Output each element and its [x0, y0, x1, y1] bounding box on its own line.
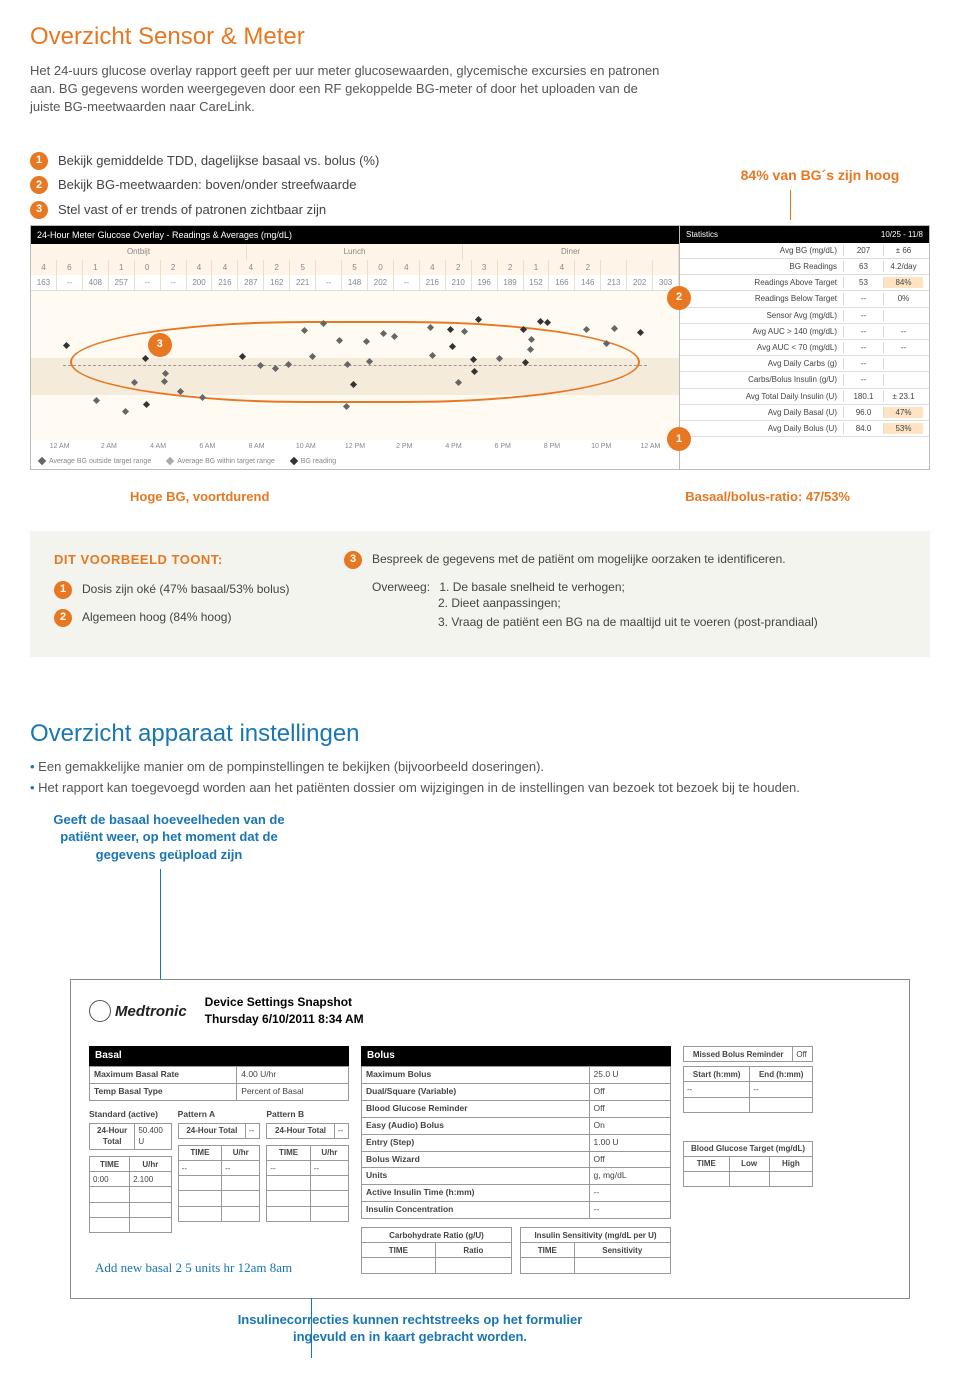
toont-title: DIT VOORBEELD TOONT:: [54, 551, 314, 569]
toont-2: Algemeen hoog (84% hoog): [82, 609, 231, 626]
footer-callout: Insulinecorrecties kunnen rechtstreeks o…: [230, 1311, 590, 1346]
chart-x-axis: 12 AM2 AM4 AM6 AM8 AM10 AM12 PM2 PM4 PM6…: [31, 440, 679, 454]
example-box: DIT VOORBEELD TOONT: 1Dosis zijn oké (47…: [30, 531, 930, 657]
over-2: 2. Dieet aanpassingen;: [438, 595, 906, 612]
bullet-3: Stel vast of er trends of patronen zicht…: [58, 201, 326, 219]
callout-line: [790, 190, 791, 220]
annot-ratio: Basaal/bolus-ratio: 47/53%: [685, 488, 850, 506]
section1-bullets: 1 Bekijk gemiddelde TDD, dagelijkse basaa…: [30, 152, 650, 225]
callout-84pct: 84% van BG´s zijn hoog: [710, 166, 930, 186]
basal-column: Basal Maximum Basal Rate4.00 U/hr Temp B…: [89, 1046, 349, 1233]
blue-connector-down: [160, 869, 161, 979]
chart-avg-row: 163--408257----200216287162221--148202--…: [31, 275, 679, 290]
device-settings-panel: Medtronic Device Settings Snapshot Thurs…: [70, 979, 910, 1298]
chart-marker-2: 2: [667, 286, 691, 310]
over-3: 3. Vraag de patiënt een BG na de maaltij…: [438, 614, 906, 631]
s2-li-1: Een gemakkelijke manier om de pompinstel…: [30, 758, 930, 776]
medtronic-logo: Medtronic: [89, 1000, 187, 1022]
badge-3: 3: [30, 201, 48, 219]
section2-bullets: Een gemakkelijke manier om de pompinstel…: [30, 758, 930, 796]
chart-marker-3: 3: [148, 333, 172, 357]
chart-readings-row: 461102444255044232142: [31, 260, 679, 275]
blue-connector-up: [311, 1298, 312, 1358]
bullet-2: Bekijk BG-meetwaarden: boven/onder stree…: [58, 176, 356, 194]
bolus-column: Bolus Maximum Bolus25.0 UDual/Square (Va…: [361, 1046, 671, 1274]
right-column: Missed Bolus ReminderOff Start (h:mm)End…: [683, 1046, 813, 1187]
dev-title: Device Settings Snapshot: [205, 994, 364, 1011]
statistics-panel: Statistics10/25 - 11/8 Avg BG (mg/dL)207…: [679, 226, 929, 470]
chart-legend: Average BG outside target range Average …: [31, 454, 679, 470]
chart-title: 24-Hour Meter Glucose Overlay - Readings…: [31, 226, 679, 245]
handwritten-note: Add new basal 2 5 units hr 12am 8am: [95, 1259, 292, 1277]
s2-li-2: Het rapport kan toegevoegd worden aan he…: [30, 779, 930, 797]
section2-title: Overzicht apparaat instellingen: [30, 717, 930, 751]
overweeg-label: Overweeg:: [372, 580, 430, 594]
chart-body: 3: [31, 290, 679, 440]
section1-title: Overzicht Sensor & Meter: [30, 20, 930, 54]
toont-3: Bespreek de gegevens met de patiënt om m…: [372, 551, 786, 568]
toont-1: Dosis zijn oké (47% basaal/53% bolus): [82, 581, 289, 598]
section1-intro: Het 24-uurs glucose overlay rapport geef…: [30, 62, 670, 117]
badge-2: 2: [30, 176, 48, 194]
annot-hoge-bg: Hoge BG, voortdurend: [130, 488, 269, 506]
over-1: 1. De basale snelheid te verhogen;: [439, 580, 624, 594]
basaal-callout: Geeft de basaal hoeveelheden van de pati…: [34, 811, 304, 864]
chart-meal-row: Ontbijt Lunch Diner: [31, 244, 679, 259]
dev-subtitle: Thursday 6/10/2011 8:34 AM: [205, 1011, 364, 1028]
bullet-1: Bekijk gemiddelde TDD, dagelijkse basaal…: [58, 152, 379, 170]
chart-marker-1: 1: [667, 427, 691, 451]
glucose-overlay-chart: 24-Hour Meter Glucose Overlay - Readings…: [30, 225, 930, 471]
badge-1: 1: [30, 152, 48, 170]
